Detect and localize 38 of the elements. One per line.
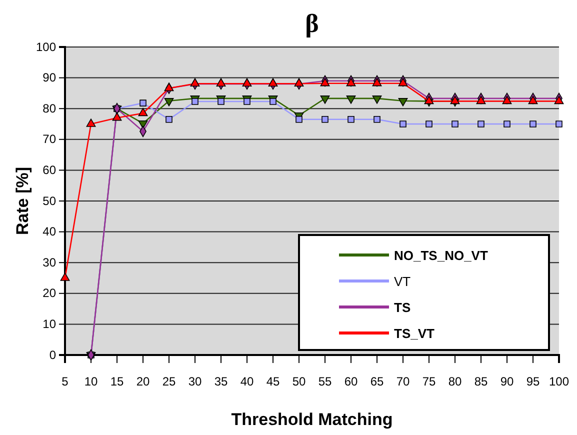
x-tick-label: 35 bbox=[214, 374, 228, 389]
y-tick-label: 50 bbox=[42, 194, 56, 208]
y-axis-title: Rate [%] bbox=[13, 166, 32, 236]
x-tick-label: 20 bbox=[136, 374, 150, 389]
x-tick-label: 75 bbox=[422, 374, 436, 389]
legend-label: TS bbox=[394, 300, 411, 315]
x-tick-label: 50 bbox=[292, 374, 306, 389]
x-tick-label: 95 bbox=[526, 374, 540, 389]
y-tick-label: 80 bbox=[42, 101, 56, 116]
x-tick-label: 70 bbox=[396, 374, 410, 389]
legend-label: VT bbox=[394, 274, 411, 289]
y-tick-label: 60 bbox=[42, 163, 56, 178]
x-tick-label: 80 bbox=[448, 374, 462, 389]
legend-label: NO_TS_NO_VT bbox=[394, 248, 488, 263]
x-tick-label: 85 bbox=[474, 374, 488, 389]
chart-title: β bbox=[305, 9, 319, 38]
x-tick-label: 15 bbox=[110, 374, 124, 389]
x-axis-title: Threshold Matching bbox=[231, 410, 393, 429]
x-tick-label: 100 bbox=[548, 374, 570, 389]
x-tick-label: 90 bbox=[500, 374, 514, 389]
y-tick-label: 100 bbox=[36, 40, 56, 54]
y-tick-label: 20 bbox=[42, 286, 56, 300]
x-tick-label: 30 bbox=[188, 374, 202, 389]
y-tick-label: 40 bbox=[42, 224, 56, 239]
x-tick-label: 5 bbox=[62, 374, 69, 389]
x-tick-label: 10 bbox=[84, 374, 98, 389]
y-tick-label: 30 bbox=[42, 255, 56, 270]
x-tick-label: 65 bbox=[370, 374, 384, 389]
x-tick-label: 40 bbox=[240, 374, 254, 389]
x-tick-label: 25 bbox=[162, 374, 176, 389]
legend-label: TS_VT bbox=[394, 326, 435, 341]
x-tick-label: 55 bbox=[318, 374, 332, 389]
y-tick-label: 90 bbox=[42, 70, 56, 85]
x-tick-label: 60 bbox=[344, 374, 358, 389]
y-tick-label: 70 bbox=[42, 132, 56, 146]
x-tick-label: 45 bbox=[266, 374, 280, 389]
y-tick-label: 10 bbox=[42, 317, 56, 332]
y-tick-label: 0 bbox=[49, 348, 56, 362]
